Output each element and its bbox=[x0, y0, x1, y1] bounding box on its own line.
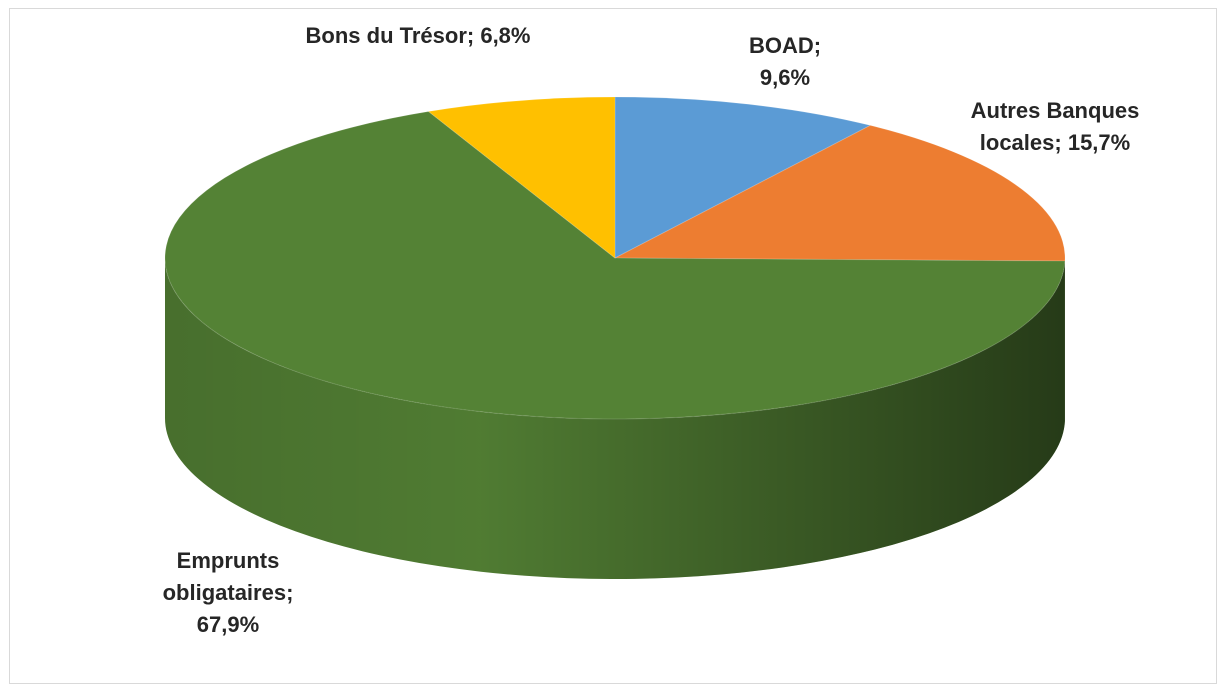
value-label: 15,7% bbox=[1067, 130, 1131, 155]
data-label: Bons du Trésor; 6,8% bbox=[303, 20, 533, 52]
category-label: Bons du Trésor bbox=[305, 23, 467, 48]
slice-side-shade bbox=[165, 258, 1065, 579]
data-label: Autres Banques locales; 15,7% bbox=[930, 95, 1180, 159]
slice bbox=[614, 96, 872, 259]
value-label: 9,6% bbox=[759, 65, 811, 90]
label-separator: ; bbox=[286, 580, 294, 605]
slice bbox=[427, 96, 616, 260]
value-label: 6,8% bbox=[480, 23, 531, 48]
value-label: 67,9% bbox=[196, 612, 260, 637]
data-label: Emprunts obligataires; 67,9% bbox=[143, 545, 313, 641]
label-separator: ; bbox=[466, 23, 475, 48]
data-label: BOAD; 9,6% bbox=[725, 30, 845, 94]
category-label: Emprunts obligataires bbox=[162, 548, 287, 605]
label-separator: ; bbox=[813, 33, 822, 58]
category-label: BOAD bbox=[748, 33, 814, 58]
slice bbox=[164, 110, 1066, 420]
chart-frame bbox=[9, 8, 1217, 684]
label-separator: ; bbox=[1054, 130, 1062, 155]
category-label: Autres Banques locales bbox=[970, 98, 1140, 155]
slice bbox=[614, 124, 1066, 262]
